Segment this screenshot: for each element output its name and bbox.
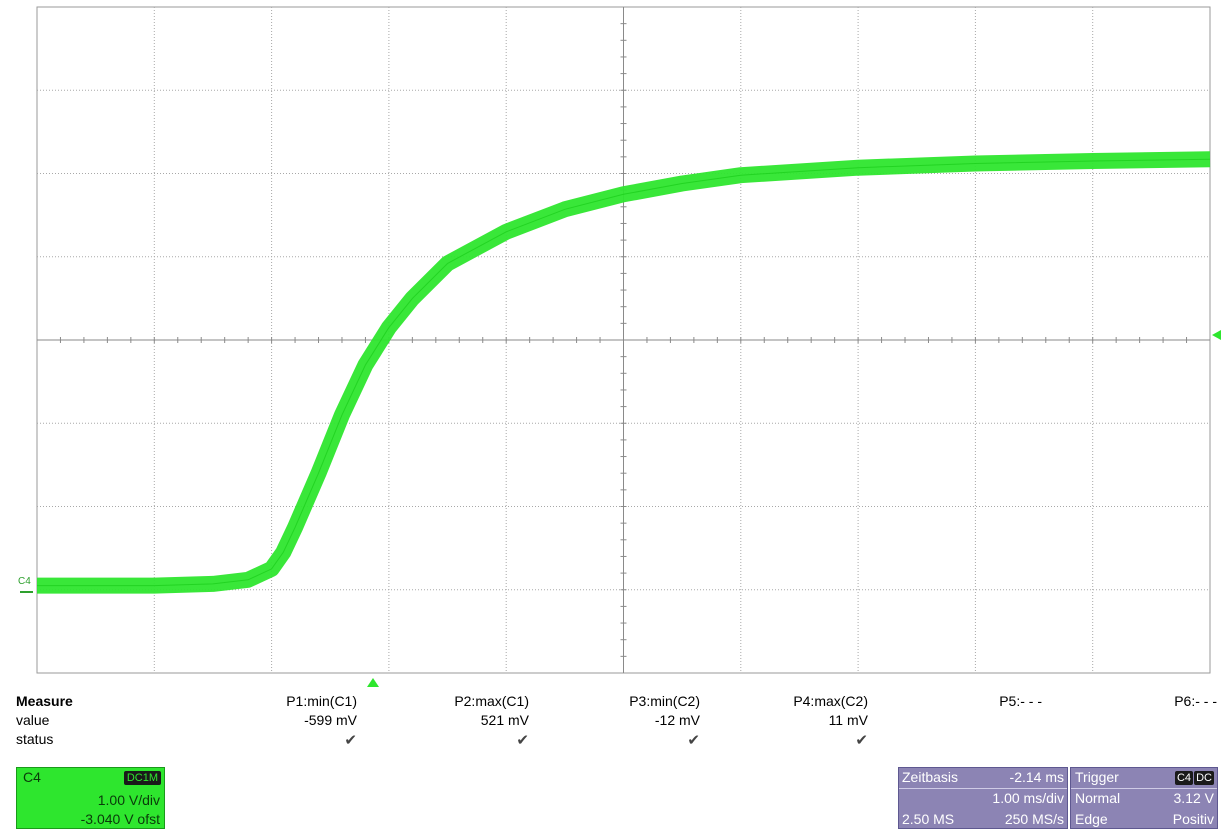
trigger-mode: Normal bbox=[1075, 790, 1121, 806]
trigger-level: 3.12 V bbox=[1173, 790, 1214, 806]
trigger-coupling-badge: DC bbox=[1194, 771, 1214, 785]
measure-param-p4[interactable]: P4:max(C2) bbox=[793, 693, 868, 709]
channel-c4-descriptor[interactable]: C4 DC1M 1.00 V/div -3.040 V ofst bbox=[16, 767, 165, 829]
measure-value-label: value bbox=[16, 712, 50, 728]
status-check-icon-p3: ✔ bbox=[687, 732, 700, 749]
channel-name: C4 bbox=[23, 769, 41, 785]
measure-value-p1: -599 mV bbox=[304, 712, 357, 728]
timebase-points: 2.50 MS bbox=[902, 811, 955, 827]
channel-marker-label: C4 bbox=[18, 576, 31, 587]
measure-value-row: value -599 mV 521 mV -12 mV 11 mV bbox=[0, 712, 1221, 730]
measure-value-p3: -12 mV bbox=[654, 712, 700, 728]
waveform-display[interactable] bbox=[0, 0, 1221, 690]
measure-value-p4: 11 mV bbox=[828, 712, 868, 728]
channel-coupling-badge: DC1M bbox=[123, 771, 161, 785]
timebase-sample-rate: 250 MS/s bbox=[1004, 811, 1064, 827]
status-check-icon-p1: ✔ bbox=[344, 732, 357, 749]
measure-status-row: status ✔ ✔ ✔ ✔ bbox=[0, 731, 1221, 749]
channel-vertical-scale: 1.00 V/div bbox=[97, 792, 160, 808]
measure-status-label: status bbox=[16, 731, 54, 747]
trigger-level-icon bbox=[1212, 330, 1221, 340]
measure-param-p5[interactable]: P5:- - - bbox=[999, 693, 1042, 709]
trigger-position-icon bbox=[367, 678, 379, 687]
status-check-icon-p2: ✔ bbox=[516, 732, 529, 749]
channel-offset: -3.040 V ofst bbox=[80, 811, 160, 827]
timebase-scale: 1.00 ms/div bbox=[992, 790, 1064, 806]
trigger-slope: Positiv bbox=[1172, 811, 1214, 827]
measure-header-row: Measure P1:min(C1) P2:max(C1) P3:min(C2)… bbox=[0, 693, 1221, 711]
timebase-delay: -2.14 ms bbox=[1009, 769, 1064, 785]
trigger-descriptor[interactable]: Trigger C4 DC Normal 3.12 V Edge Positiv bbox=[1070, 767, 1218, 829]
waveform-svg[interactable] bbox=[0, 0, 1221, 690]
measure-param-p3[interactable]: P3:min(C2) bbox=[629, 693, 700, 709]
trigger-source-badge: C4 bbox=[1174, 771, 1193, 785]
measure-param-p6[interactable]: P6:- - - bbox=[1174, 693, 1217, 709]
status-check-icon-p4: ✔ bbox=[855, 732, 868, 749]
waveform-trace-core-1 bbox=[37, 158, 1211, 587]
measure-value-p2: 521 mV bbox=[480, 712, 529, 728]
measure-title: Measure bbox=[16, 693, 73, 709]
timebase-descriptor[interactable]: Zeitbasis -2.14 ms 1.00 ms/div 2.50 MS 2… bbox=[898, 767, 1068, 829]
trigger-label: Trigger bbox=[1075, 769, 1119, 785]
trigger-type: Edge bbox=[1075, 811, 1108, 827]
measure-param-p2[interactable]: P2:max(C1) bbox=[454, 693, 529, 709]
measure-param-p1[interactable]: P1:min(C1) bbox=[286, 693, 357, 709]
timebase-label: Zeitbasis bbox=[902, 769, 959, 785]
